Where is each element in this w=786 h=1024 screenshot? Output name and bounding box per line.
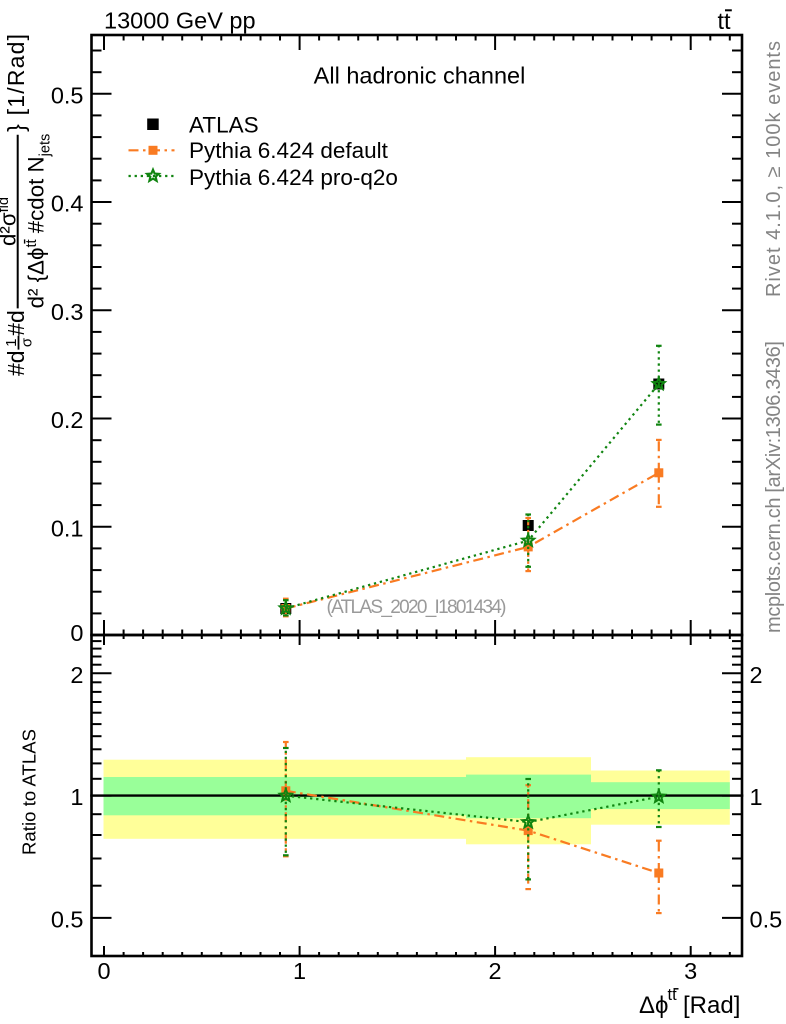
svg-text:[Rad]: [Rad]: [683, 992, 740, 1019]
svg-text:Rivet 4.1.0, ≥ 100k events: Rivet 4.1.0, ≥ 100k events: [763, 41, 785, 297]
svg-text:13000 GeV pp: 13000 GeV pp: [104, 8, 256, 34]
svg-text:tt: tt: [668, 986, 678, 1004]
svg-text:0.4: 0.4: [51, 191, 84, 217]
svg-text:0.5: 0.5: [750, 906, 783, 932]
svg-text:All hadronic channel: All hadronic channel: [314, 63, 526, 89]
svg-text:0.3: 0.3: [51, 299, 84, 325]
svg-text:0.5: 0.5: [51, 906, 84, 932]
svg-text:2: 2: [70, 662, 83, 688]
svg-text:1: 1: [3, 338, 20, 346]
svg-text:Pythia 6.424 default: Pythia 6.424 default: [189, 138, 389, 163]
svg-text:} [1/Rad]: } [1/Rad]: [3, 33, 29, 132]
svg-text:3: 3: [684, 958, 697, 984]
svg-text:0.2: 0.2: [51, 407, 84, 433]
svg-text:2: 2: [489, 958, 502, 984]
svg-text:#d: #d: [3, 310, 29, 336]
svg-text:0: 0: [97, 958, 110, 984]
svg-text:1: 1: [750, 784, 763, 810]
svg-text:ATLAS: ATLAS: [189, 113, 259, 138]
svg-text:mcplots.cern.ch [arXiv:1306.34: mcplots.cern.ch [arXiv:1306.3436]: [763, 341, 785, 633]
svg-text:(ATLAS_2020_I1801434): (ATLAS_2020_I1801434): [327, 597, 507, 618]
svg-text:tt: tt: [718, 8, 732, 34]
svg-text:0.5: 0.5: [51, 82, 84, 108]
svg-text:#d: #d: [3, 350, 29, 376]
svg-text:Pythia 6.424 pro-q2o: Pythia 6.424 pro-q2o: [189, 165, 398, 190]
svg-text:1: 1: [293, 958, 306, 984]
svg-text:Ratio to ATLAS: Ratio to ATLAS: [19, 729, 40, 855]
svg-text:0: 0: [70, 620, 83, 646]
svg-text:2: 2: [750, 662, 763, 688]
svg-text:0.1: 0.1: [51, 515, 84, 541]
svg-text:Δϕ: Δϕ: [639, 992, 668, 1019]
svg-text:σ: σ: [18, 337, 35, 347]
svg-text:1: 1: [70, 784, 83, 810]
